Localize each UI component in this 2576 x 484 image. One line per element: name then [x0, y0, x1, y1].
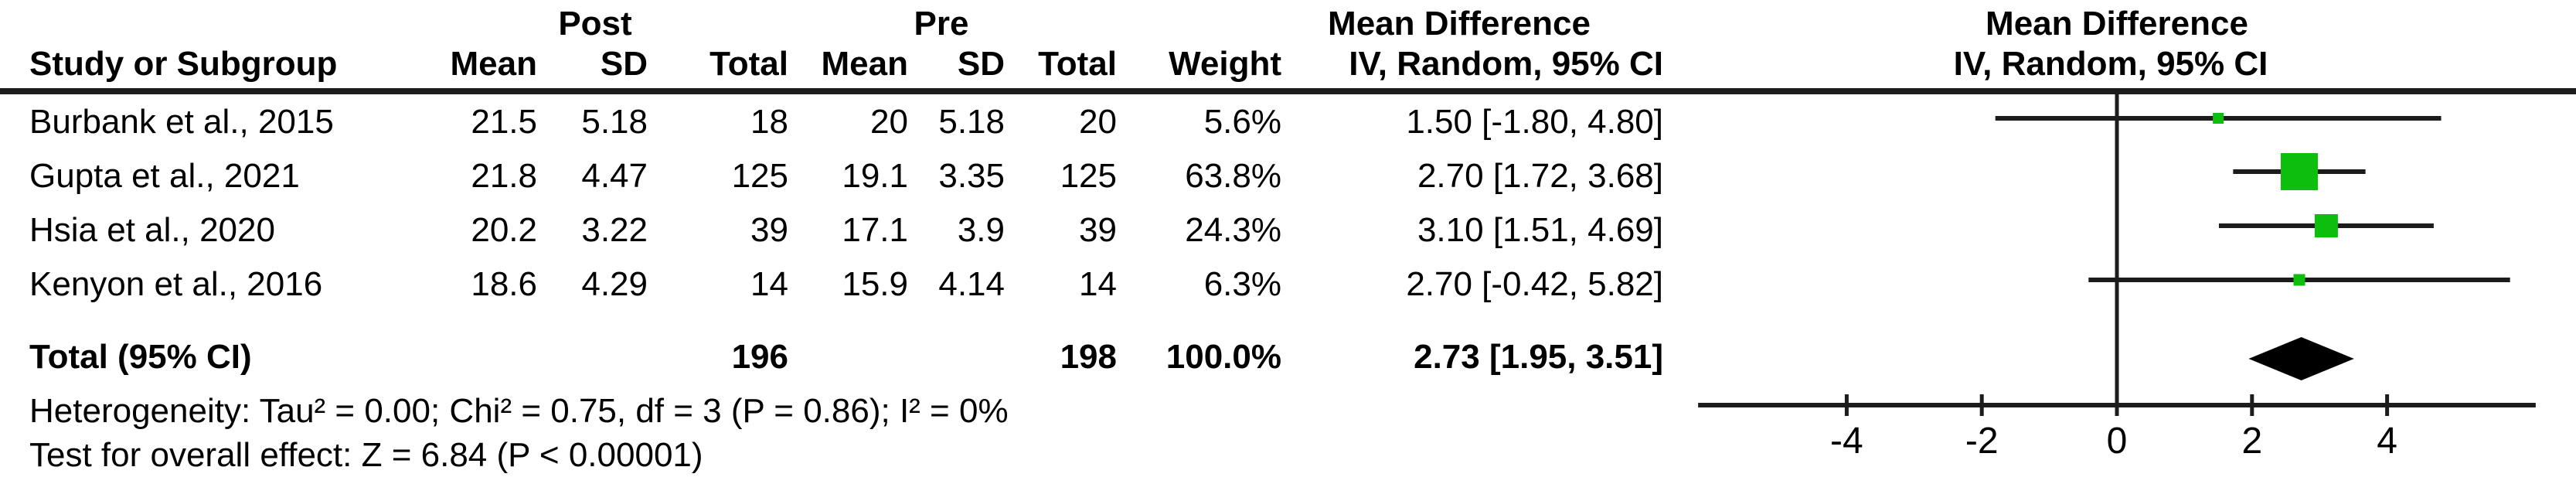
effect-square [2314, 214, 2338, 237]
post-total-value: 125 [731, 157, 788, 195]
group-header-post: Post [558, 5, 632, 43]
post-sd-value: 4.47 [581, 157, 648, 195]
effect-square [2280, 153, 2318, 190]
ci-value: 3.10 [1.51, 4.69] [1417, 211, 1663, 249]
column-header-post-total: Total [710, 45, 788, 83]
axis-tick-label: -4 [1830, 421, 1863, 462]
header-rule [0, 88, 2576, 94]
study-row: Burbank et al., 2015 21.5 5.18 18 20 5.1… [0, 101, 1700, 144]
axis-tick-label: 2 [2241, 421, 2262, 462]
weight-value: 63.8% [1185, 157, 1281, 195]
total-pre-total: 198 [1060, 338, 1117, 376]
study-name: Kenyon et al., 2016 [29, 265, 323, 303]
column-header-post-mean: Mean [450, 45, 537, 83]
pre-mean-value: 17.1 [842, 211, 908, 249]
group-header-pre: Pre [914, 5, 969, 43]
pre-total-value: 20 [1079, 103, 1117, 141]
study-name: Hsia et al., 2020 [29, 211, 275, 249]
post-total-value: 39 [750, 211, 788, 249]
column-header-study: Study or Subgroup [29, 45, 338, 83]
column-header-post-sd: SD [600, 45, 648, 83]
effect-square [2293, 274, 2305, 286]
study-row: Gupta et al., 2021 21.8 4.47 125 19.1 3.… [0, 155, 1700, 198]
column-header-pre-total: Total [1038, 45, 1117, 83]
total-diamond [2248, 337, 2354, 380]
pre-mean-value: 19.1 [842, 157, 908, 195]
pre-sd-value: 4.14 [938, 265, 1005, 303]
study-name: Burbank et al., 2015 [29, 103, 334, 141]
pre-total-value: 125 [1060, 157, 1117, 195]
total-label: Total (95% CI) [29, 338, 252, 376]
total-post-total: 196 [731, 338, 788, 376]
pre-mean-value: 20 [870, 103, 908, 141]
post-total-value: 18 [750, 103, 788, 141]
post-sd-value: 4.29 [581, 265, 648, 303]
post-mean-value: 21.5 [471, 103, 537, 141]
pre-total-value: 39 [1079, 211, 1117, 249]
pre-sd-value: 3.9 [957, 211, 1005, 249]
column-header-pre-mean: Mean [821, 45, 908, 83]
pre-sd-value: 3.35 [938, 157, 1005, 195]
post-sd-value: 5.18 [581, 103, 648, 141]
column-header-pre-sd: SD [957, 45, 1005, 83]
pre-mean-value: 15.9 [842, 265, 908, 303]
post-mean-value: 18.6 [471, 265, 537, 303]
total-weight: 100.0% [1165, 338, 1281, 376]
post-mean-value: 20.2 [471, 211, 537, 249]
study-name: Gupta et al., 2021 [29, 157, 300, 195]
axis-tick-label: -2 [1965, 421, 1999, 462]
column-header-weight: Weight [1169, 45, 1281, 83]
weight-value: 24.3% [1185, 211, 1281, 249]
post-sd-value: 3.22 [581, 211, 648, 249]
study-row: Kenyon et al., 2016 18.6 4.29 14 15.9 4.… [0, 263, 1700, 306]
weight-value: 5.6% [1203, 103, 1281, 141]
ci-value: 2.70 [-0.42, 5.82] [1406, 265, 1663, 303]
heterogeneity-note: Heterogeneity: Tau² = 0.00; Chi² = 0.75,… [29, 392, 1009, 430]
post-total-value: 14 [750, 265, 788, 303]
total-row: Total (95% CI) 196 198 100.0% 2.73 [1.95… [0, 336, 1700, 379]
ci-value: 2.70 [1.72, 3.68] [1417, 157, 1663, 195]
column-header-ci-plot: IV, Random, 95% CI [1953, 45, 2268, 83]
ci-value: 1.50 [-1.80, 4.80] [1406, 103, 1663, 141]
effect-square [2213, 113, 2224, 124]
axis-tick-label: 0 [2107, 421, 2128, 462]
weight-value: 6.3% [1203, 265, 1281, 303]
study-row: Hsia et al., 2020 20.2 3.22 39 17.1 3.9 … [0, 209, 1700, 252]
pre-total-value: 14 [1079, 265, 1117, 303]
post-mean-value: 21.8 [471, 157, 537, 195]
total-ci: 2.73 [1.95, 3.51] [1414, 338, 1663, 376]
column-header-md-text: Mean Difference [1328, 5, 1591, 43]
column-header-md-plot: Mean Difference [1986, 5, 2248, 43]
overall-effect-note: Test for overall effect: Z = 6.84 (P < 0… [29, 436, 703, 474]
pre-sd-value: 5.18 [938, 103, 1005, 141]
axis-tick-label: 4 [2377, 421, 2397, 462]
column-header-ci: IV, Random, 95% CI [1349, 45, 1663, 83]
